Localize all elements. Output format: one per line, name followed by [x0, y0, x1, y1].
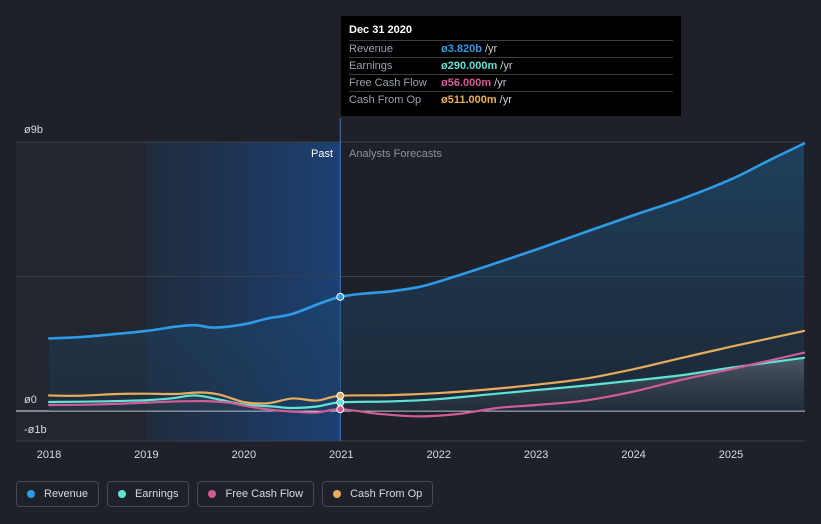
tooltip-row-unit: /yr — [499, 94, 512, 106]
legend-dot-icon — [27, 490, 35, 498]
tooltip-row-label: Cash From Op — [349, 94, 422, 106]
line-chart: 2018 2019 2020 2021 2022 2023 2024 2025 ø9b ø0 -ø1… — [16, 118, 806, 461]
tooltip-row-cash-from-op: Cash From Op ø511.000m /yr — [349, 91, 673, 108]
tooltip-row-label: Earnings — [349, 60, 393, 72]
legend-item-revenue[interactable]: Revenue — [16, 481, 100, 507]
x-tick-label: 2019 — [134, 449, 158, 461]
legend-dot-icon — [118, 490, 127, 498]
past-region-label: Past — [311, 148, 333, 160]
x-tick-label: 2020 — [232, 449, 256, 461]
series-line-revenue — [47, 142, 806, 340]
tooltip-row-unit: /yr — [494, 77, 507, 89]
legend-label: Free Cash Flow — [225, 488, 304, 500]
forecast-region-label: Analysts Forecasts — [349, 148, 442, 160]
tooltip-row-value: ø3.820b — [441, 43, 482, 55]
y-tick-label: ø0 — [24, 394, 37, 406]
tooltip-row-earnings: Earnings ø290.000m /yr — [349, 57, 673, 74]
tooltip-row-value: ø290.000m — [441, 60, 498, 72]
tooltip-row-free-cash-flow: Free Cash Flow ø56.000m /yr — [349, 74, 673, 91]
marker-earnings — [336, 398, 345, 407]
data-tooltip: Dec 31 2020 Revenue ø3.820b /yr Earnings… — [341, 16, 681, 116]
legend-label: Earnings — [135, 488, 179, 500]
legend-item-cash-from-op[interactable]: Cash From Op — [322, 481, 434, 507]
tooltip-row-value: ø511.000m — [441, 94, 497, 106]
y-tick-label: ø9b — [24, 124, 43, 136]
tooltip-row-unit: /yr — [484, 43, 498, 55]
y-tick-label: -ø1b — [24, 424, 47, 436]
legend-dot-icon — [208, 490, 217, 498]
marker-cash-from-op — [336, 391, 345, 400]
legend-dot-icon — [333, 490, 342, 498]
tooltip-row-revenue: Revenue ø3.820b /yr — [349, 40, 673, 57]
marker-free-cash-flow — [336, 405, 345, 414]
tooltip-row-unit: /yr — [500, 60, 513, 72]
chart-legend: Revenue Earnings Free Cash Flow Cash Fro… — [16, 481, 434, 507]
series-line-cash-from-op — [47, 329, 806, 405]
legend-label: Cash From Op — [350, 488, 423, 500]
marker-revenue — [336, 292, 345, 301]
tooltip-date: Dec 31 2020 — [349, 24, 412, 36]
earnings-area — [49, 357, 805, 411]
x-tick-label: 2023 — [524, 449, 548, 461]
x-tick-label: 2018 — [37, 449, 61, 461]
tooltip-row-label: Free Cash Flow — [349, 77, 427, 89]
x-tick-label: 2024 — [621, 449, 645, 461]
series-line-earnings — [47, 356, 806, 410]
legend-item-free-cash-flow[interactable]: Free Cash Flow — [197, 481, 315, 507]
revenue-area — [49, 143, 805, 411]
legend-label: Revenue — [44, 488, 89, 500]
x-tick-label: 2022 — [426, 449, 450, 461]
tooltip-row-value: ø56.000m — [441, 77, 492, 89]
tooltip-row-label: Revenue — [349, 43, 394, 55]
legend-item-earnings[interactable]: Earnings — [107, 481, 190, 507]
x-tick-label: 2025 — [719, 449, 743, 461]
x-tick-label: 2021 — [329, 449, 353, 461]
